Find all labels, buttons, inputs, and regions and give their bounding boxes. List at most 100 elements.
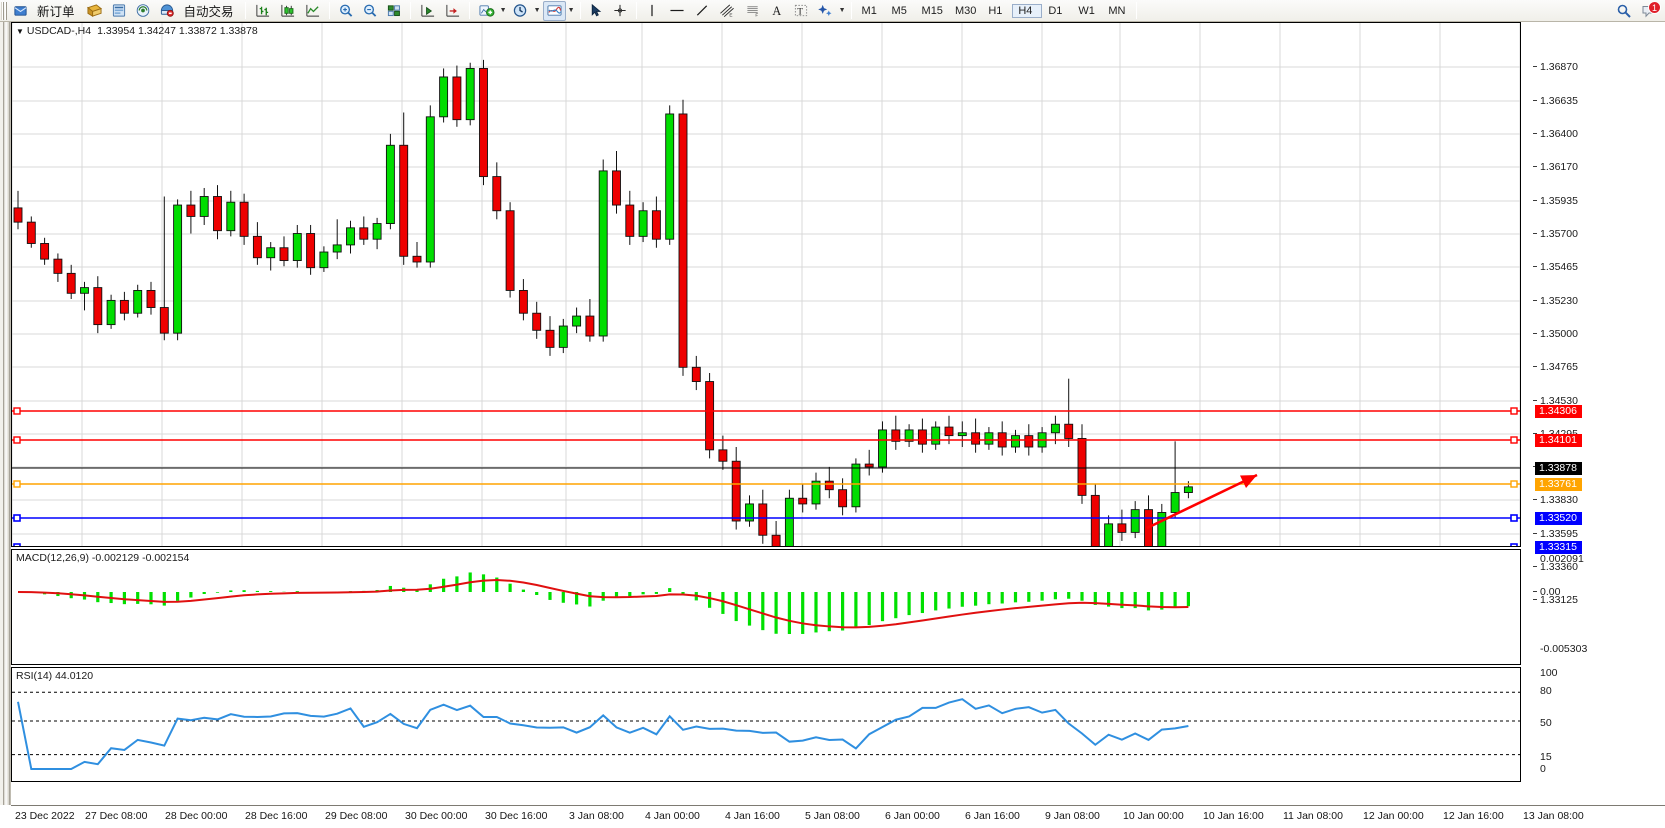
- chart-panes: ▼ USDCAD-,H4 1.33954 1.34247 1.33872 1.338…: [11, 22, 1665, 805]
- cursor-icon[interactable]: [586, 1, 607, 21]
- price-label-resistance-2[interactable]: 1.34101: [1535, 434, 1582, 447]
- macd-header: MACD(12,26,9) -0.002129 -0.002154: [16, 552, 190, 564]
- fibonacci-icon[interactable]: F: [741, 1, 765, 21]
- timeframe-h4[interactable]: H4: [1012, 3, 1043, 18]
- terminal-icon[interactable]: [108, 1, 130, 21]
- toolbar-separator: [635, 2, 637, 19]
- candle: [678, 99, 688, 376]
- symbol-label: USDCAD-,H4: [26, 25, 92, 37]
- candle: [811, 472, 821, 510]
- zoom-in-icon[interactable]: [335, 1, 357, 21]
- level-anchor-right[interactable]: [1510, 436, 1518, 444]
- trendline-icon[interactable]: [691, 1, 713, 21]
- alerts-icon[interactable]: 1: [1640, 0, 1661, 20]
- candle: [545, 316, 555, 356]
- objects-icon[interactable]: [814, 1, 837, 21]
- new-order-icon[interactable]: [10, 1, 31, 21]
- autotrading-button[interactable]: 自动交易: [183, 5, 234, 19]
- macd-signal-line: [17, 579, 1189, 629]
- toolbar-separator: [244, 2, 246, 19]
- level-anchor-right[interactable]: [1510, 514, 1518, 522]
- level-anchor-left[interactable]: [13, 436, 21, 444]
- level-anchor-left[interactable]: [13, 407, 21, 415]
- zoom-out-icon[interactable]: [359, 1, 381, 21]
- price-label-support-2[interactable]: 1.33315: [1535, 541, 1582, 554]
- chevron-down-icon[interactable]: ▼: [567, 7, 575, 14]
- toolbar-grip[interactable]: [1, 1, 7, 20]
- rsi-axis[interactable]: 100 80 50 15 0: [1532, 667, 1665, 782]
- candle: [878, 421, 887, 473]
- timeframe-h1[interactable]: H1: [988, 4, 1003, 17]
- vertical-scrollbar[interactable]: [0, 22, 11, 805]
- wallet-icon[interactable]: [83, 1, 106, 21]
- level-anchor-left[interactable]: [13, 514, 21, 522]
- candle: [984, 427, 994, 450]
- candle: [651, 196, 661, 248]
- timeframe-m15[interactable]: M15: [921, 4, 943, 17]
- price-axis-tick: 1.33125: [1532, 594, 1578, 606]
- candle: [891, 415, 901, 450]
- time-axis-label: 28 Dec 16:00: [245, 810, 308, 822]
- vertical-line-icon[interactable]: [642, 1, 663, 21]
- price-label-entry-level[interactable]: 1.33761: [1535, 478, 1582, 491]
- auto-scroll-icon[interactable]: [416, 1, 439, 21]
- time-axis-label: 9 Jan 08:00: [1045, 810, 1100, 822]
- symbol-header[interactable]: ▼ USDCAD-,H4 1.33954 1.34247 1.33872 1.338…: [16, 25, 258, 37]
- chevron-down-icon[interactable]: ▼: [533, 7, 541, 14]
- level-anchor-right[interactable]: [1510, 407, 1518, 415]
- search-icon[interactable]: [1613, 1, 1635, 21]
- signal-icon[interactable]: [132, 1, 154, 21]
- add-indicator-icon[interactable]: [475, 1, 498, 21]
- timeframe-m30[interactable]: M30: [954, 4, 977, 17]
- chart-menu-caret-icon[interactable]: ▼: [16, 27, 24, 36]
- candle: [1077, 424, 1087, 504]
- level-anchor-left[interactable]: [13, 543, 21, 546]
- chart-shift-icon[interactable]: [441, 1, 464, 21]
- candle: [691, 355, 701, 391]
- price-pane[interactable]: ▼ USDCAD-,H4 1.33954 1.34247 1.33872 1.338…: [11, 22, 1521, 547]
- new-order-button[interactable]: 新订单: [37, 5, 75, 19]
- svg-text:E: E: [729, 13, 732, 18]
- timeframe-m1[interactable]: M1: [861, 4, 877, 17]
- candle: [997, 421, 1007, 456]
- price-label-current-price[interactable]: 1.33878: [1535, 462, 1582, 475]
- market-icon[interactable]: [156, 1, 178, 21]
- timeframe-m5[interactable]: M5: [891, 4, 907, 17]
- templates-icon[interactable]: [542, 0, 566, 21]
- timeframe-mn[interactable]: MN: [1108, 4, 1126, 17]
- price-axis-tick: 1.36870: [1532, 61, 1578, 73]
- macd-pane[interactable]: MACD(12,26,9) -0.002129 -0.002154: [11, 549, 1521, 665]
- level-anchor-left[interactable]: [13, 480, 21, 488]
- time-axis-label: 10 Jan 00:00: [1123, 810, 1184, 822]
- level-anchor-right[interactable]: [1510, 480, 1518, 488]
- candle: [492, 162, 502, 220]
- timeframe-d1[interactable]: D1: [1048, 4, 1063, 17]
- timeframe-w1[interactable]: W1: [1078, 4, 1095, 17]
- chevron-down-icon[interactable]: ▼: [838, 7, 846, 14]
- macd-axis[interactable]: 0.002091 0.00 -0.005303: [1532, 549, 1665, 667]
- crosshair-icon[interactable]: [609, 1, 631, 21]
- price-axis[interactable]: 1.36870 1.36635 1.36400 1.36170 1.35935 1.357…: [1532, 22, 1665, 606]
- candle: [372, 217, 382, 250]
- tile-windows-icon[interactable]: [383, 1, 405, 21]
- text-label-icon[interactable]: T: [790, 1, 812, 21]
- level-anchor-right[interactable]: [1510, 543, 1518, 546]
- bar-chart-icon[interactable]: [251, 1, 274, 21]
- bullish-arrow[interactable]: [1146, 473, 1258, 530]
- period-clock-icon[interactable]: [509, 1, 532, 21]
- horizontal-line-icon[interactable]: [665, 1, 689, 21]
- candlestick-chart-icon[interactable]: [276, 1, 299, 21]
- chart-window: ▼ USDCAD-,H4 1.33954 1.34247 1.33872 1.338…: [0, 22, 1665, 828]
- rsi-pane[interactable]: RSI(14) 44.0120: [11, 667, 1521, 782]
- price-label-resistance-1[interactable]: 1.34306: [1535, 405, 1582, 418]
- candle: [332, 219, 342, 260]
- candle: [731, 447, 741, 530]
- line-chart-icon[interactable]: [301, 1, 324, 21]
- time-axis[interactable]: 23 Dec 2022 27 Dec 08:00 28 Dec 00:00 28 De…: [11, 805, 1665, 828]
- chevron-down-icon[interactable]: ▼: [499, 7, 507, 14]
- text-icon[interactable]: A: [767, 1, 788, 21]
- price-label-support-1[interactable]: 1.33520: [1535, 512, 1582, 525]
- candle: [971, 418, 981, 453]
- equidistant-channel-icon[interactable]: E: [715, 1, 739, 21]
- macd-axis-tick: -0.005303: [1540, 643, 1588, 655]
